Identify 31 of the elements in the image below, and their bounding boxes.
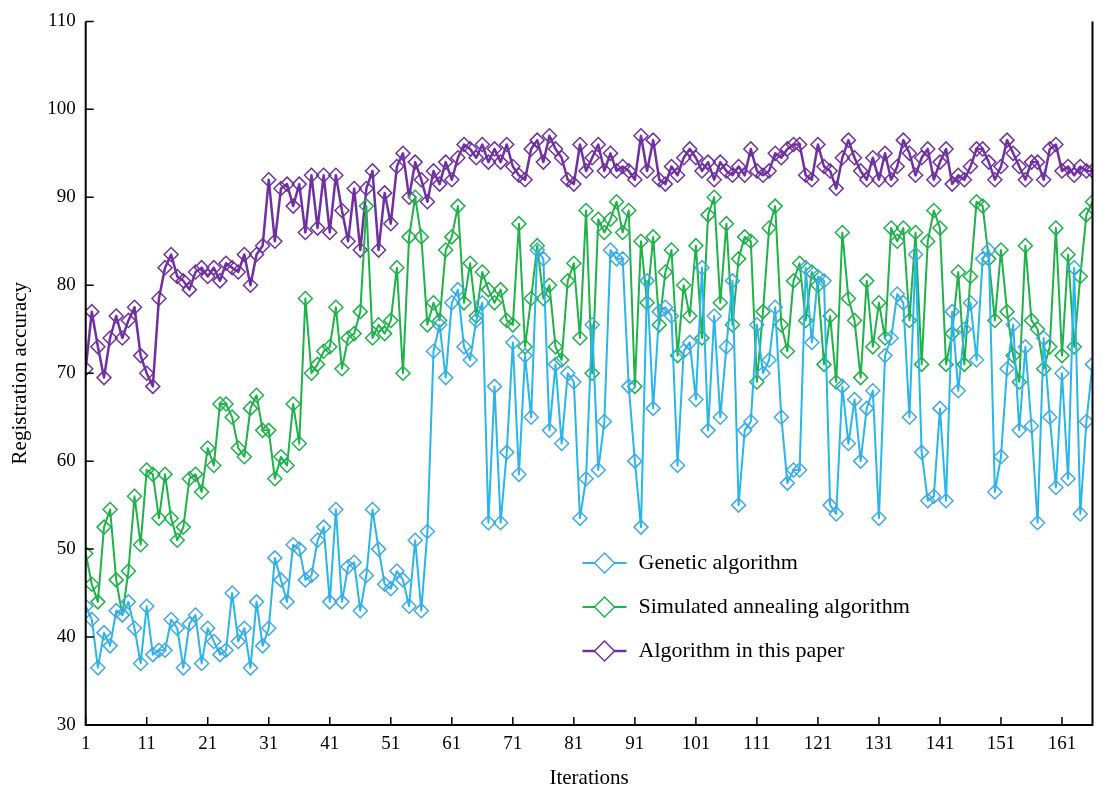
x-tick-label: 161 [1047,732,1077,754]
x-tick-label: 11 [137,732,156,754]
x-tick-label: 31 [259,732,279,754]
y-tick-label: 80 [56,273,76,295]
legend-label: Genetic algorithm [638,548,798,574]
legend-label: Simulated annealing algorithm [638,592,910,618]
x-tick-label: 21 [198,732,218,754]
legend-label: Algorithm in this paper [638,636,846,662]
x-tick-label: 71 [503,732,523,754]
x-tick-label: 81 [564,732,584,754]
y-tick-label: 30 [56,712,76,734]
x-tick-label: 61 [442,732,462,754]
x-axis-title: Iterations [549,764,629,789]
x-tick-label: 151 [986,732,1016,754]
y-tick-label: 60 [56,449,76,471]
x-tick-label: 101 [681,732,711,754]
y-tick-label: 90 [56,185,76,207]
x-tick-label: 41 [320,732,340,754]
y-tick-label: 110 [47,9,76,31]
y-tick-label: 100 [47,97,76,119]
y-axis-title: Registration accuracy [7,281,32,465]
y-tick-label: 70 [56,361,76,383]
x-tick-label: 111 [743,732,771,754]
y-tick-label: 50 [56,537,76,559]
x-tick-label: 1 [80,732,91,754]
x-tick-label: 51 [381,732,401,754]
x-tick-label: 91 [625,732,645,754]
x-tick-label: 141 [925,732,955,754]
x-tick-label: 131 [864,732,894,754]
x-tick-label: 121 [803,732,833,754]
y-tick-label: 40 [56,625,76,647]
